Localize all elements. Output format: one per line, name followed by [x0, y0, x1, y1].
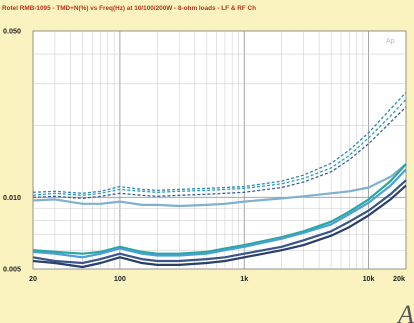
series-line-6: [32, 168, 407, 259]
series-line-8: [32, 184, 407, 269]
series-line-3: [32, 106, 407, 200]
data-series: [32, 91, 407, 269]
x-tick-label: 20: [29, 274, 37, 283]
y-tick-label: 0.010: [3, 193, 21, 202]
x-tick-label: 1k: [240, 274, 248, 283]
grid-lines: [33, 31, 406, 269]
x-tick-label: 10k: [363, 274, 375, 283]
chart-title: Rotel RMB-1095 - TMD+N(%) vs Freq(Hz) at…: [2, 5, 256, 12]
series-line-5: [32, 163, 407, 255]
y-tick-label: 0.005: [3, 265, 21, 274]
series-line-7: [32, 179, 407, 265]
series-line-4: [32, 163, 407, 208]
tick-labels: 20 100 1k 10k 20k 0.050 0.010 0.005: [3, 27, 405, 284]
x-tick-label: 20k: [393, 274, 405, 283]
ap-watermark: Ap: [386, 38, 395, 45]
x-tick-label: 100: [114, 274, 126, 283]
corner-mark: A: [396, 300, 414, 323]
y-tick-label: 0.050: [3, 27, 21, 36]
